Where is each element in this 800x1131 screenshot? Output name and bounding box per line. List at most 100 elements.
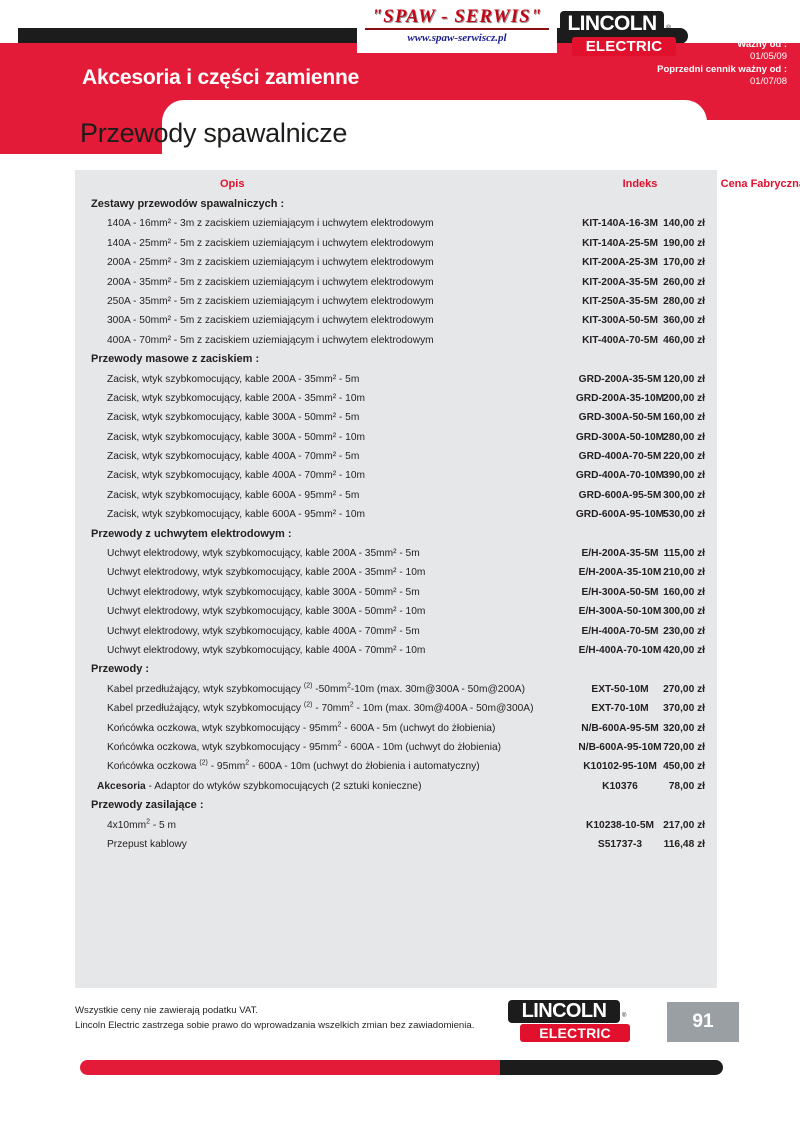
table-row: Zacisk, wtyk szybkomocujący, kable 200A … bbox=[75, 371, 717, 390]
row-description: 4x10mm2 - 5 m bbox=[107, 818, 177, 831]
row-description: Zacisk, wtyk szybkomocujący, kable 200A … bbox=[107, 392, 365, 404]
row-description: Uchwyt elektrodowy, wtyk szybkomocujący,… bbox=[107, 567, 426, 579]
table-column-headers: Opis Indeks Cena Fabryczna bbox=[75, 170, 800, 196]
table-row: Końcówka oczkowa, wtyk szybkomocujący - … bbox=[75, 739, 717, 758]
row-price: 370,00 zł bbox=[663, 703, 705, 715]
row-description: Przewody z uchwytem elektrodowym : bbox=[91, 527, 292, 540]
table-group-row: Przewody : bbox=[75, 661, 717, 680]
row-description: 400A - 70mm² - 5m z zaciskiem uziemiając… bbox=[107, 334, 434, 346]
row-index: GRD-400A-70-5M bbox=[578, 451, 662, 463]
table-row: Kabel przedłużający, wtyk szybkomocujący… bbox=[75, 700, 717, 719]
row-price: 280,00 zł bbox=[663, 431, 705, 443]
table-group-row: Przewody zasilające : bbox=[75, 797, 717, 816]
row-description: Przepust kablowy bbox=[107, 838, 187, 850]
table-row: Zacisk, wtyk szybkomocujący, kable 300A … bbox=[75, 409, 717, 428]
footer-note-line-2: Lincoln Electric zastrzega sobie prawo d… bbox=[75, 1020, 475, 1031]
row-price: 116,48 zł bbox=[663, 838, 705, 850]
row-index: EXT-50-10M bbox=[591, 683, 649, 695]
price-table-panel bbox=[75, 170, 717, 988]
row-price: 260,00 zł bbox=[663, 276, 705, 288]
validity-info: Ważny od : 01/05/09 Poprzedni cennik waż… bbox=[575, 39, 787, 89]
row-price: 390,00 zł bbox=[663, 470, 705, 482]
table-row: Zacisk, wtyk szybkomocujący, kable 200A … bbox=[75, 390, 717, 409]
row-description: Kabel przedłużający, wtyk szybkomocujący… bbox=[107, 682, 525, 695]
row-description: 140A - 16mm² - 3m z zaciskiem uziemiając… bbox=[107, 218, 434, 230]
row-price: 140,00 zł bbox=[663, 218, 705, 230]
row-price: 280,00 zł bbox=[663, 295, 705, 307]
footer-red-bar bbox=[80, 1060, 500, 1075]
table-row: 200A - 25mm² - 3m z zaciskiem uziemiając… bbox=[75, 254, 717, 273]
row-index: N/B-600A-95-10M bbox=[578, 741, 662, 753]
row-description: Uchwyt elektrodowy, wtyk szybkomocujący,… bbox=[107, 586, 420, 598]
row-description: Zacisk, wtyk szybkomocujący, kable 400A … bbox=[107, 451, 360, 463]
row-price: 170,00 zł bbox=[663, 257, 705, 269]
row-index: KIT-200A-25-3M bbox=[582, 257, 658, 269]
previous-price-list-label: Poprzedni cennik ważny od : bbox=[657, 63, 787, 75]
table-row: Przepust kablowy S51737-3 116,48 zł bbox=[75, 836, 717, 855]
row-description: Uchwyt elektrodowy, wtyk szybkomocujący,… bbox=[107, 548, 420, 560]
row-price: 360,00 zł bbox=[663, 315, 705, 327]
footer-note-line-1: Wszystkie ceny nie zawierają podatku VAT… bbox=[75, 1005, 259, 1016]
row-price: 720,00 zł bbox=[663, 741, 705, 753]
row-description: Kabel przedłużający, wtyk szybkomocujący… bbox=[107, 701, 534, 715]
row-price: 120,00 zł bbox=[663, 373, 705, 385]
row-index: GRD-200A-35-10M bbox=[575, 392, 665, 404]
row-index: K10376 bbox=[602, 780, 638, 792]
row-index: K10238-10-5M bbox=[586, 819, 654, 831]
table-row: Uchwyt elektrodowy, wtyk szybkomocujący,… bbox=[75, 545, 717, 564]
row-price: 200,00 zł bbox=[663, 392, 705, 404]
table-group-row: Przewody masowe z zaciskiem : bbox=[75, 351, 717, 370]
lincoln-wordmark: LINCOLN bbox=[560, 11, 664, 36]
row-price: 115,00 zł bbox=[663, 548, 705, 560]
spaw-serwis-wordmark: "SPAW - SERWIS" bbox=[371, 6, 543, 27]
table-row: Uchwyt elektrodowy, wtyk szybkomocujący,… bbox=[75, 584, 717, 603]
header-red-left-block bbox=[0, 100, 168, 154]
table-rows: Zestawy przewodów spawalniczych : 140A - … bbox=[75, 196, 717, 855]
footer-note: Wszystkie ceny nie zawierają podatku VAT… bbox=[75, 1003, 474, 1033]
row-price: 190,00 zł bbox=[663, 237, 705, 249]
row-index: KIT-250A-35-5M bbox=[582, 295, 658, 307]
row-index: GRD-200A-35-5M bbox=[578, 373, 662, 385]
table-row: Końcówka oczkowa, wtyk szybkomocujący - … bbox=[75, 720, 717, 739]
row-description: Zacisk, wtyk szybkomocujący, kable 400A … bbox=[107, 470, 365, 482]
row-index: E/H-200A-35-5M bbox=[581, 548, 659, 560]
registered-trademark-icon-footer: ® bbox=[622, 1013, 627, 1019]
table-row: 140A - 25mm² - 5m z zaciskiem uziemiając… bbox=[75, 235, 717, 254]
row-index: KIT-140A-16-3M bbox=[582, 218, 658, 230]
row-price: 220,00 zł bbox=[663, 451, 705, 463]
row-price: 160,00 zł bbox=[663, 586, 705, 598]
row-description: Akcesoria - Adaptor do wtyków szybkomocu… bbox=[97, 780, 422, 792]
table-row: Uchwyt elektrodowy, wtyk szybkomocujący,… bbox=[75, 603, 717, 622]
electric-wordmark: ELECTRIC bbox=[572, 37, 676, 56]
row-index: KIT-140A-25-5M bbox=[582, 237, 658, 249]
row-price: 78,00 zł bbox=[668, 780, 705, 792]
page-number-badge: 91 bbox=[667, 1002, 739, 1042]
table-row: Uchwyt elektrodowy, wtyk szybkomocujący,… bbox=[75, 623, 717, 642]
valid-from-date: 01/05/09 bbox=[750, 51, 787, 63]
row-price: 300,00 zł bbox=[663, 489, 705, 501]
row-price: 450,00 zł bbox=[663, 761, 705, 773]
category-title: Akcesoria i części zamienne bbox=[82, 66, 360, 89]
row-price: 160,00 zł bbox=[663, 412, 705, 424]
table-row: Końcówka oczkowa (2) - 95mm2 - 600A - 10… bbox=[75, 758, 717, 777]
row-index: E/H-300A-50-5M bbox=[581, 586, 659, 598]
row-price: 300,00 zł bbox=[663, 606, 705, 618]
row-description: 300A - 50mm² - 5m z zaciskiem uziemiając… bbox=[107, 315, 434, 327]
lincoln-electric-logo-footer: LINCOLN ® ELECTRIC bbox=[508, 1000, 633, 1044]
header-red-right-block bbox=[690, 100, 800, 120]
row-index: K10102-95-10M bbox=[583, 761, 657, 773]
electric-wordmark-footer: ELECTRIC bbox=[520, 1024, 630, 1042]
row-price: 210,00 zł bbox=[663, 567, 705, 579]
price-table: Opis Indeks Cena Fabryczna Zestawy przew… bbox=[75, 170, 800, 855]
row-index: GRD-600A-95-5M bbox=[578, 489, 662, 501]
row-description: Uchwyt elektrodowy, wtyk szybkomocujący,… bbox=[107, 606, 426, 618]
footer-black-bar bbox=[500, 1060, 723, 1075]
table-row: Zacisk, wtyk szybkomocujący, kable 600A … bbox=[75, 487, 717, 506]
column-header-price: Cena Fabryczna bbox=[720, 178, 800, 190]
table-row: Uchwyt elektrodowy, wtyk szybkomocujący,… bbox=[75, 564, 717, 583]
table-row: Uchwyt elektrodowy, wtyk szybkomocujący,… bbox=[75, 642, 717, 661]
table-row: Zacisk, wtyk szybkomocujący, kable 600A … bbox=[75, 506, 717, 525]
header-white-rounded-panel bbox=[162, 100, 707, 164]
table-row: 140A - 16mm² - 3m z zaciskiem uziemiając… bbox=[75, 215, 717, 234]
row-description: Przewody masowe z zaciskiem : bbox=[91, 353, 260, 366]
